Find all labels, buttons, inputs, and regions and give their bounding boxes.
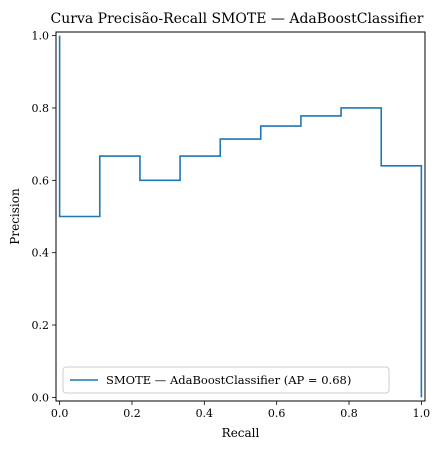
y-tick-label: 1.0 (32, 30, 50, 43)
x-tick-label: 0.4 (196, 407, 214, 420)
series-line-0 (58, 35, 423, 398)
x-tick-label: 0.8 (340, 407, 358, 420)
x-tick-label: 0.0 (51, 407, 69, 420)
x-tick-label: 0.2 (123, 407, 141, 420)
x-axis-label: Recall (222, 426, 260, 440)
legend: SMOTE — AdaBoostClassifier (AP = 0.68) (62, 366, 390, 394)
plot-area (58, 35, 423, 398)
chart-title: Curva Precisão-Recall SMOTE — AdaBoostCl… (51, 11, 424, 27)
y-tick-label: 0.4 (32, 247, 50, 260)
legend-box (62, 366, 390, 394)
x-axis-ticks: 0.0 0.2 0.4 0.6 0.8 1.0 (51, 401, 430, 420)
y-axis-label: Precision (8, 188, 22, 245)
y-tick-label: 0.2 (32, 319, 50, 332)
legend-entry-label: SMOTE — AdaBoostClassifier (AP = 0.68) (106, 373, 351, 387)
y-axis-ticks: 0.0 0.2 0.4 0.6 0.8 1.0 (32, 30, 56, 404)
y-tick-label: 0.0 (32, 391, 50, 404)
y-tick-label: 0.6 (32, 174, 50, 187)
axes-frame (55, 31, 426, 402)
x-tick-label: 0.6 (268, 407, 286, 420)
x-tick-label: 1.0 (413, 407, 431, 420)
y-tick-label: 0.8 (32, 102, 50, 115)
